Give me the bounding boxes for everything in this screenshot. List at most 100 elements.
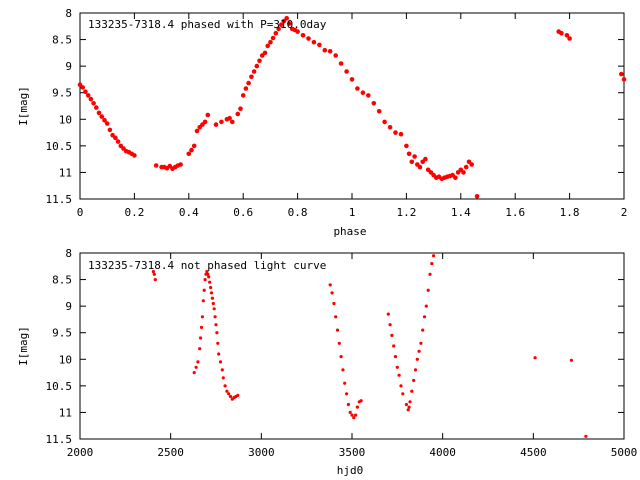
data-point (152, 272, 156, 276)
data-point (198, 347, 202, 351)
data-point (398, 131, 404, 137)
data-point (306, 36, 311, 41)
data-point (153, 163, 159, 168)
data-point (214, 323, 218, 327)
data-point (338, 61, 344, 66)
data-point (559, 30, 564, 36)
y-tick-label: 8.5 (52, 274, 72, 287)
data-point (474, 194, 480, 199)
data-point (208, 280, 212, 284)
data-point (567, 36, 572, 41)
data-point (415, 357, 419, 361)
data-point (426, 288, 430, 292)
data-point (332, 301, 336, 306)
data-point (240, 93, 246, 98)
data-point (246, 80, 251, 86)
data-point (219, 119, 224, 125)
data-point (96, 110, 102, 116)
data-point (94, 105, 99, 110)
data-point (424, 304, 428, 308)
data-point (83, 89, 88, 94)
data-point (393, 130, 398, 135)
data-point (196, 360, 200, 364)
data-point (346, 402, 350, 407)
data-point (393, 355, 398, 359)
data-point (360, 90, 366, 95)
data-point (322, 47, 328, 53)
data-point (202, 288, 206, 292)
data-point (199, 325, 204, 329)
data-point (359, 399, 363, 403)
data-point (453, 175, 458, 180)
data-point (621, 77, 627, 82)
data-point (212, 307, 216, 311)
data-point (192, 371, 196, 375)
data-point (199, 336, 203, 340)
data-point (215, 331, 219, 335)
data-point (412, 378, 416, 383)
data-point (412, 154, 417, 159)
x-tick-label: 3500 (339, 446, 366, 459)
data-point (200, 315, 204, 319)
data-point (355, 86, 360, 91)
data-point (99, 114, 105, 119)
data-point (348, 410, 352, 414)
x-tick-label: 4500 (520, 446, 547, 459)
y-tick-label: 10.5 (46, 380, 73, 393)
data-point (223, 384, 227, 388)
data-point (430, 262, 434, 266)
x-tick-label: 0.8 (288, 206, 308, 219)
data-point (584, 434, 588, 438)
data-point (428, 272, 432, 276)
data-point (194, 128, 200, 134)
x-tick-label: 0.4 (179, 206, 199, 219)
data-point (206, 272, 210, 276)
data-point (227, 115, 232, 121)
data-point (115, 139, 121, 144)
data-point (404, 143, 409, 149)
data-point (432, 254, 436, 258)
data-point (390, 333, 394, 337)
data-point (335, 328, 340, 332)
unphased-plot-x-ticks: 2000 2500 3000 3500 4000 4500 5000 (67, 253, 637, 459)
data-point (421, 328, 425, 332)
data-point (211, 301, 215, 306)
data-point (533, 356, 537, 360)
data-point (91, 101, 96, 106)
data-point (569, 358, 574, 362)
phased-plot-points (77, 15, 627, 199)
y-tick-label: 9.5 (52, 327, 72, 340)
unphased-plot-y-ticks: 8 8.5 9 9.5 10 10.5 11 11.5 (46, 247, 624, 446)
data-point (413, 368, 418, 372)
x-tick-label: 2500 (157, 446, 184, 459)
data-point (397, 373, 401, 377)
data-point (254, 63, 260, 69)
data-point (186, 151, 192, 157)
data-point (287, 21, 292, 26)
y-tick-label: 8 (65, 7, 72, 20)
data-point (366, 93, 371, 98)
data-point (386, 312, 390, 316)
data-point (205, 270, 209, 274)
y-tick-label: 11 (59, 166, 72, 179)
data-point (225, 389, 229, 393)
data-point (221, 376, 225, 380)
data-point (564, 33, 570, 38)
data-point (461, 170, 466, 175)
data-point (276, 26, 281, 32)
data-point (279, 22, 284, 28)
data-point (249, 74, 254, 80)
data-point (218, 360, 223, 364)
data-point (295, 29, 300, 34)
x-tick-label: 0.2 (124, 206, 144, 219)
data-point (235, 111, 241, 117)
x-tick-label: 1.2 (396, 206, 416, 219)
x-tick-label: 1 (349, 206, 356, 219)
data-point (265, 43, 271, 49)
data-point (382, 119, 387, 125)
data-point (238, 106, 243, 111)
data-point (371, 101, 377, 106)
data-point (236, 393, 240, 397)
y-tick-label: 10 (59, 353, 72, 366)
y-tick-label: 11.5 (46, 193, 73, 206)
